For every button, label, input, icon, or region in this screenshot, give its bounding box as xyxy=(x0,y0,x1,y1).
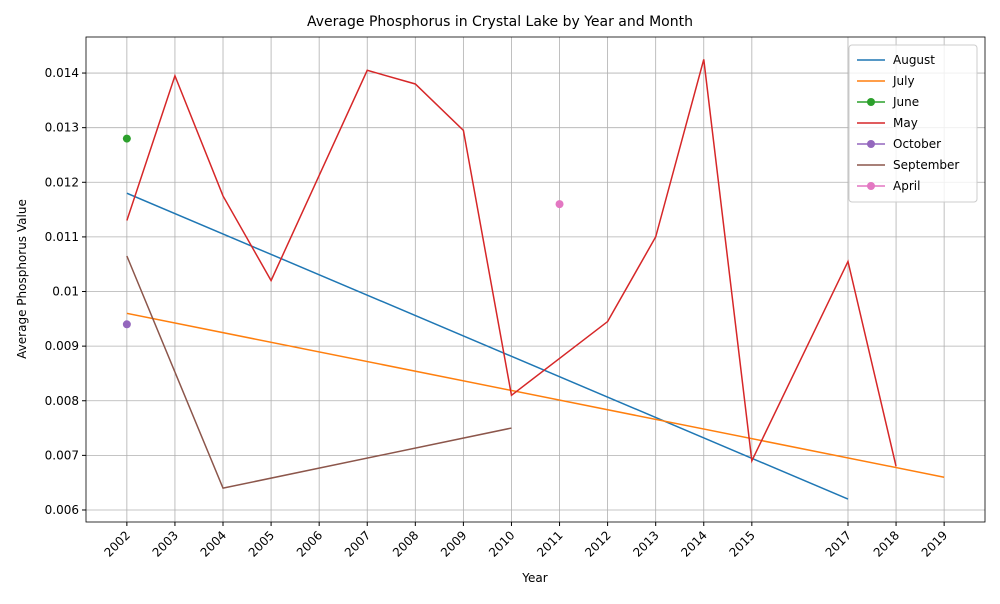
y-tick-label: 0.014 xyxy=(45,66,79,80)
x-tick-label: 2013 xyxy=(630,528,661,559)
plot-frame xyxy=(85,36,986,523)
x-tick-label: 2011 xyxy=(534,528,565,559)
legend-label: April xyxy=(893,179,920,193)
legend-label: June xyxy=(892,95,919,109)
line xyxy=(126,192,849,500)
x-tick-label: 2014 xyxy=(678,528,709,559)
x-tick-label: 2017 xyxy=(823,528,854,559)
legend-label: October xyxy=(893,137,941,151)
x-tick-label: 2006 xyxy=(294,528,325,559)
y-tick-label: 0.008 xyxy=(45,394,79,408)
point xyxy=(555,200,564,209)
x-tick-label: 2008 xyxy=(390,528,421,559)
x-tick-label: 2019 xyxy=(919,528,950,559)
legend-label: September xyxy=(893,158,959,172)
y-tick-label: 0.006 xyxy=(45,503,79,517)
x-axis-label: Year xyxy=(521,571,547,585)
y-tick-label: 0.009 xyxy=(45,339,79,353)
legend-marker xyxy=(867,140,875,148)
x-tick-label: 2005 xyxy=(246,528,277,559)
line xyxy=(126,255,512,489)
y-tick-label: 0.011 xyxy=(45,230,79,244)
x-tick-label: 2003 xyxy=(150,528,181,559)
legend-label: May xyxy=(893,116,918,130)
y-tick-label: 0.012 xyxy=(45,175,79,189)
y-tick-label: 0.007 xyxy=(45,448,79,462)
x-tick-label: 2012 xyxy=(582,528,613,559)
x-tick-label: 2015 xyxy=(726,528,757,559)
legend-label: August xyxy=(893,53,935,67)
line xyxy=(126,59,897,467)
chart-title: Average Phosphorus in Crystal Lake by Ye… xyxy=(307,14,693,30)
legend-marker xyxy=(867,98,875,106)
y-axis-label: Average Phosphorus Value xyxy=(15,199,29,359)
point xyxy=(122,320,131,329)
x-tick-label: 2010 xyxy=(486,528,517,559)
point xyxy=(122,134,131,143)
legend-marker xyxy=(867,182,875,190)
legend-label: July xyxy=(892,74,915,88)
x-tick-label: 2018 xyxy=(871,528,902,559)
line xyxy=(126,312,945,478)
legend-box xyxy=(848,44,978,203)
x-tick-label: 2009 xyxy=(438,528,469,559)
x-tick-label: 2007 xyxy=(342,528,373,559)
y-tick-label: 0.013 xyxy=(45,121,79,135)
x-tick-label: 2004 xyxy=(198,528,229,559)
y-tick-label: 0.01 xyxy=(52,285,79,299)
x-tick-label: 2002 xyxy=(101,528,132,559)
